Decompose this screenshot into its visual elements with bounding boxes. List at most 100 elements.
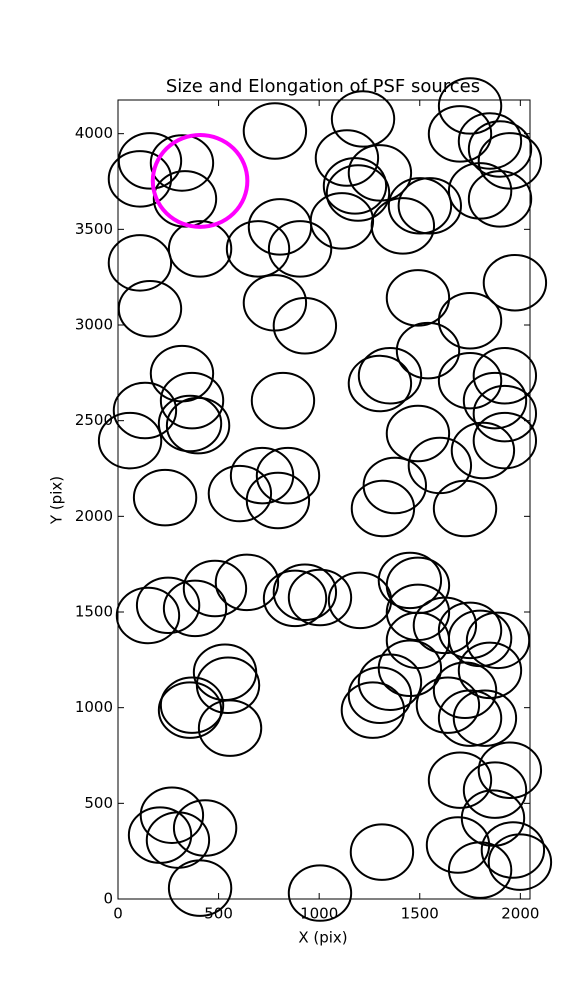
plot-frame bbox=[117, 99, 531, 900]
source-ellipse bbox=[162, 579, 228, 638]
source-ellipse bbox=[242, 102, 308, 160]
source-ellipse bbox=[437, 292, 503, 350]
source-ellipse bbox=[415, 676, 481, 734]
source-ellipse bbox=[347, 144, 413, 202]
y-tick-label: 1000 bbox=[75, 698, 113, 716]
source-ellipse bbox=[357, 346, 423, 405]
y-tick-label: 1500 bbox=[75, 603, 113, 621]
source-ellipse bbox=[287, 864, 353, 922]
source-ellipse bbox=[437, 601, 503, 660]
source-ellipse bbox=[357, 653, 423, 711]
source-ellipse bbox=[267, 220, 333, 278]
source-ellipse bbox=[347, 666, 413, 724]
source-ellipse bbox=[472, 411, 538, 470]
source-ellipse bbox=[477, 741, 543, 799]
source-ellipse bbox=[112, 381, 178, 440]
source-ellipse bbox=[457, 641, 523, 700]
source-ellipse bbox=[287, 568, 353, 627]
source-ellipse bbox=[139, 786, 205, 844]
source-ellipse bbox=[132, 468, 198, 527]
y-tick-label: 500 bbox=[84, 794, 113, 812]
x-tick-label: 500 bbox=[204, 905, 233, 923]
source-ellipse bbox=[395, 321, 461, 380]
chart-title: Size and Elongation of PSF sources bbox=[166, 76, 480, 97]
source-ellipse bbox=[262, 569, 328, 628]
source-ellipse bbox=[167, 220, 233, 278]
source-ellipse bbox=[437, 351, 503, 410]
source-ellipse bbox=[182, 559, 248, 618]
source-ellipse bbox=[330, 90, 396, 148]
source-ellipse bbox=[425, 816, 491, 874]
source-ellipse bbox=[349, 823, 415, 881]
source-ellipse bbox=[117, 279, 183, 338]
source-ellipse bbox=[452, 689, 518, 747]
source-ellipse bbox=[467, 120, 533, 178]
source-ellipse bbox=[225, 220, 291, 278]
source-ellipse bbox=[165, 396, 231, 455]
source-ellipse bbox=[480, 821, 546, 879]
source-ellipse bbox=[255, 446, 321, 505]
source-ellipse bbox=[107, 234, 173, 292]
source-ellipse bbox=[437, 689, 503, 747]
source-ellipse bbox=[157, 681, 223, 739]
source-ellipse bbox=[117, 132, 183, 190]
source-ellipse bbox=[487, 833, 553, 891]
source-ellipse bbox=[385, 269, 451, 327]
source-ellipse bbox=[149, 134, 215, 192]
source-ellipse bbox=[245, 471, 311, 530]
source-ellipse bbox=[115, 586, 181, 645]
source-ellipse bbox=[157, 394, 223, 453]
source-ellipse bbox=[482, 253, 548, 312]
x-tick-label: 0 bbox=[113, 905, 123, 923]
x-axis-label: X (pix) bbox=[298, 929, 347, 947]
source-ellipse bbox=[135, 576, 201, 635]
source-ellipse bbox=[437, 77, 503, 135]
x-tick-label: 1500 bbox=[401, 905, 439, 923]
source-ellipse bbox=[472, 346, 538, 405]
source-ellipse bbox=[462, 371, 528, 430]
source-ellipse bbox=[272, 563, 338, 622]
source-ellipse bbox=[397, 177, 462, 235]
source-ellipse bbox=[467, 170, 533, 228]
y-tick-label: 3500 bbox=[75, 220, 113, 238]
source-ellipse bbox=[450, 421, 516, 480]
source-ellipse bbox=[462, 761, 528, 819]
source-ellipse bbox=[97, 411, 163, 470]
source-ellipse bbox=[427, 751, 493, 809]
y-axis-label: Y (pix) bbox=[48, 476, 66, 525]
source-ellipse bbox=[477, 132, 543, 190]
x-tick-label: 1000 bbox=[300, 905, 338, 923]
source-ellipse bbox=[159, 371, 225, 430]
source-ellipse bbox=[159, 676, 225, 734]
source-ellipse bbox=[197, 699, 263, 757]
source-ellipse bbox=[350, 479, 416, 538]
x-tick-label: 2000 bbox=[501, 905, 539, 923]
source-ellipse bbox=[387, 177, 453, 235]
source-ellipse bbox=[447, 841, 513, 899]
source-ellipse bbox=[385, 404, 451, 463]
source-ellipse bbox=[247, 198, 313, 256]
source-ellipse bbox=[145, 811, 211, 869]
source-ellipse bbox=[195, 656, 261, 715]
y-tick-label: 2500 bbox=[75, 411, 113, 429]
source-ellipse bbox=[465, 611, 531, 670]
source-ellipse bbox=[272, 297, 338, 355]
y-tick-label: 0 bbox=[103, 890, 113, 908]
source-ellipse bbox=[322, 157, 388, 215]
y-tick-label: 4000 bbox=[75, 124, 113, 142]
y-tick-label: 3000 bbox=[75, 316, 113, 334]
source-ellipse bbox=[347, 354, 413, 413]
y-tick-label: 2000 bbox=[75, 507, 113, 525]
source-ellipse bbox=[325, 164, 391, 222]
source-ellipse bbox=[377, 551, 443, 610]
source-ellipse bbox=[207, 464, 273, 523]
source-ellipse bbox=[250, 371, 316, 430]
source-ellipse bbox=[150, 133, 250, 229]
source-ellipse bbox=[432, 479, 498, 538]
source-ellipse bbox=[214, 553, 280, 612]
source-ellipse bbox=[427, 105, 493, 163]
source-ellipse bbox=[472, 384, 538, 443]
source-ellipse bbox=[314, 129, 380, 187]
